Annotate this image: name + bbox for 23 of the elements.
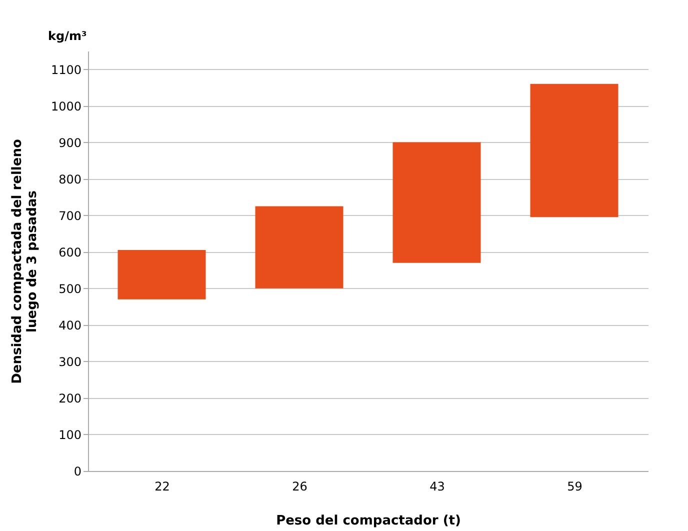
y-tick-label: 700 [58, 208, 82, 223]
x-tick-label: 26 [292, 480, 308, 494]
x-axis-title: Peso del compactador (t) [276, 514, 461, 528]
y-tick-label: 400 [58, 318, 82, 332]
bar [392, 142, 481, 263]
y-tick-label: 0 [74, 464, 82, 478]
y-tick-label: 500 [58, 282, 82, 296]
y-tick-label: 900 [58, 136, 82, 150]
bar [118, 250, 206, 300]
x-tick-label: 43 [430, 480, 445, 494]
y-tick-label: 200 [58, 391, 82, 406]
text: kg/m³ [48, 29, 87, 43]
y-tick-label: 100 [58, 428, 82, 442]
bar [530, 84, 618, 218]
x-tick-label: 22 [154, 480, 170, 494]
y-tick-label: 800 [58, 172, 82, 186]
x-tick-label: 59 [567, 480, 582, 494]
y-tick-label: 1000 [50, 99, 82, 114]
y-tick-label: 600 [58, 245, 82, 260]
y-tick-label: 1100 [50, 62, 82, 77]
y-axis-title: Densidad compactada del relleno luego de 3 pasadas [10, 139, 40, 384]
y-tick-label: 300 [58, 354, 82, 369]
bar [255, 206, 344, 288]
